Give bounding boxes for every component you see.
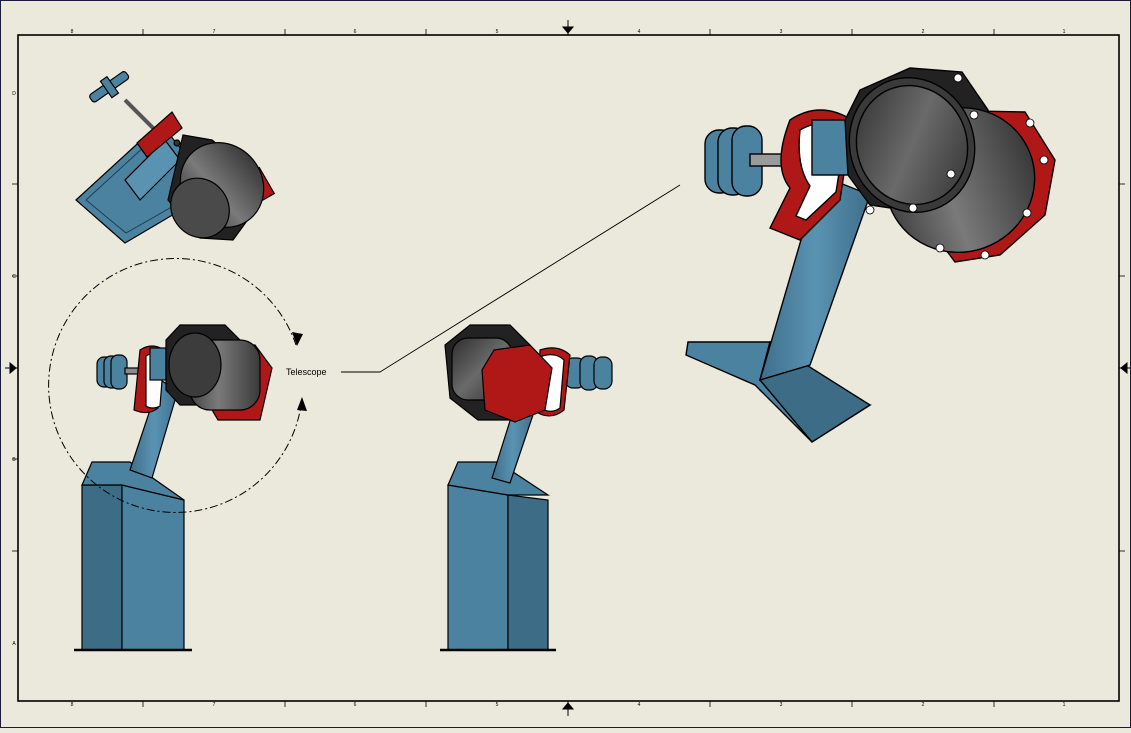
zone-label-bottom: 2	[922, 702, 925, 708]
zone-label-top: 6	[354, 29, 357, 35]
zone-label-bottom: 1	[1063, 702, 1066, 708]
center-mark-left-arrow-icon	[9, 361, 17, 375]
zone-label-bottom: 7	[213, 702, 216, 708]
center-mark-right-arrow-icon	[1120, 361, 1128, 375]
zone-label-bottom: 3	[780, 702, 783, 708]
rotation-arrow-down-icon	[297, 397, 307, 411]
zone-ticks	[12, 29, 1125, 707]
zone-label-left: A	[12, 641, 16, 647]
zone-label-top: 3	[780, 29, 783, 35]
top-view-red-bracket	[136, 111, 183, 158]
zone-label-top: 8	[71, 29, 74, 35]
callout-leader	[341, 184, 681, 373]
center-marks	[5, 20, 1130, 716]
center-mark-bottom-arrow-icon	[561, 702, 575, 710]
zone-label-bottom: 4	[638, 702, 641, 708]
zone-label-bottom: 6	[354, 702, 357, 708]
middle-telescope-rear-plate	[481, 344, 553, 423]
zone-label-left: C	[12, 274, 16, 280]
zone-label-bottom: 5	[496, 702, 499, 708]
zone-label-left: B	[12, 457, 16, 463]
detail-bolt-holes	[865, 73, 1049, 260]
zone-label-top: 1	[1063, 29, 1066, 35]
rotation-arrow-up-icon	[292, 332, 303, 346]
zone-label-top: 4	[638, 29, 641, 35]
center-mark-top-arrow-icon	[561, 26, 575, 34]
zone-label-top: 7	[213, 29, 216, 35]
zone-label-left: D	[12, 91, 16, 97]
zone-label-top: 5	[496, 29, 499, 35]
zone-label-top: 2	[922, 29, 925, 35]
top-view	[75, 71, 276, 244]
callout-label-telescope: Telescope	[286, 367, 327, 377]
rotation-indicator	[48, 257, 303, 513]
left-front-view	[74, 324, 273, 652]
left-pedestal-top	[81, 461, 185, 501]
zone-labels: 8 7 6 5 4 3 2 1 8 7 6 5 4 3 2 1 D C B A	[12, 29, 1065, 708]
top-view-knob	[89, 71, 130, 103]
middle-front-view	[440, 324, 613, 652]
zone-label-bottom: 8	[71, 702, 74, 708]
detail-view	[685, 67, 1056, 443]
